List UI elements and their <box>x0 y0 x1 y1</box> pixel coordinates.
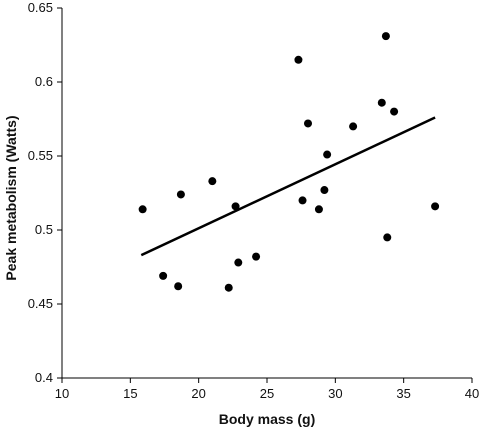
data-point <box>252 252 261 261</box>
y-tick-label: 0.45 <box>28 296 53 311</box>
x-tick-label: 30 <box>328 386 342 401</box>
data-point <box>390 107 399 116</box>
trend-line <box>140 116 436 257</box>
data-point <box>294 55 303 64</box>
data-point <box>323 150 332 159</box>
data-point <box>231 202 240 211</box>
data-point <box>208 177 217 186</box>
y-tick-label: 0.6 <box>35 74 53 89</box>
x-tick-label: 40 <box>465 386 479 401</box>
data-point <box>234 258 243 267</box>
data-point <box>224 283 233 292</box>
data-point <box>381 32 390 41</box>
data-points <box>138 32 440 292</box>
data-point <box>304 119 312 128</box>
y-tick-label: 0.55 <box>28 148 53 163</box>
ticks: 10 15 20 25 30 35 40 0.4 0.45 0.5 0.55 0.6 0.65 <box>28 0 480 401</box>
x-tick-label: 10 <box>55 386 69 401</box>
data-point <box>176 190 185 199</box>
data-point <box>383 233 392 242</box>
x-tick-label: 25 <box>260 386 274 401</box>
data-point <box>138 205 147 214</box>
y-tick-label: 0.65 <box>28 0 53 15</box>
y-tick-label: 0.5 <box>35 222 53 237</box>
data-point <box>298 196 307 205</box>
x-axis-label: Body mass (g) <box>219 411 315 427</box>
data-point <box>431 202 440 211</box>
x-tick-label: 20 <box>191 386 205 401</box>
y-tick-label: 0.4 <box>35 370 53 385</box>
x-tick-label: 15 <box>123 386 137 401</box>
data-point <box>314 205 323 214</box>
data-point <box>174 282 183 291</box>
x-tick-label: 35 <box>396 386 410 401</box>
data-point <box>320 186 329 195</box>
data-point <box>349 122 358 131</box>
data-point <box>377 98 386 107</box>
axes <box>61 8 472 379</box>
y-axis-label: Peak metabolism (Watts) <box>3 115 19 280</box>
data-point <box>159 271 168 280</box>
